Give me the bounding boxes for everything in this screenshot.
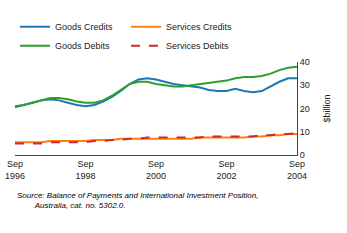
svg-text:Source: Balance of Payments an: Source: Balance of Payments and Internat… (17, 191, 258, 210)
svg-text:Sep2002: Sep2002 (216, 159, 236, 181)
svg-text:Sep1996: Sep1996 (5, 159, 25, 181)
svg-text:Goods Credits: Goods Credits (55, 22, 113, 32)
svg-text:Sep2000: Sep2000 (146, 159, 166, 181)
svg-text:Services Credits: Services Credits (166, 22, 232, 32)
svg-text:40: 40 (300, 57, 310, 67)
svg-text:10: 10 (300, 127, 310, 137)
svg-text:20: 20 (300, 104, 310, 114)
svg-text:Goods Debits: Goods Debits (55, 41, 110, 51)
svg-text:Sep1998: Sep1998 (75, 159, 95, 181)
svg-text:Services Debits: Services Debits (166, 41, 229, 51)
svg-text:0: 0 (300, 150, 305, 160)
svg-text:30: 30 (300, 80, 310, 90)
svg-text:Sep2004: Sep2004 (287, 159, 307, 181)
svg-text:$billion: $billion (322, 94, 332, 122)
